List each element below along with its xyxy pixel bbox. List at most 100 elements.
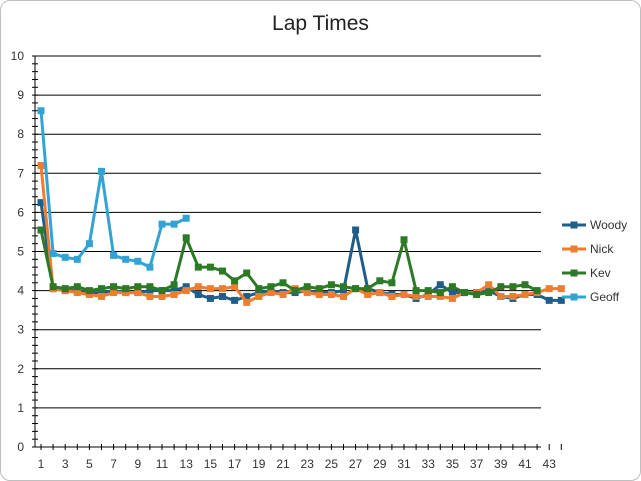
x-tick-label: 17	[228, 457, 242, 471]
data-point-kev	[110, 283, 118, 291]
y-tick-label: 9	[17, 88, 24, 102]
data-point-kev	[424, 287, 432, 295]
x-tick-label: 3	[62, 457, 69, 471]
data-point-woody	[194, 291, 202, 299]
data-point-kev	[340, 283, 347, 291]
data-point-nick	[279, 291, 287, 299]
y-tick-label: 1	[17, 401, 24, 415]
data-point-nick	[73, 289, 81, 297]
x-tick-label: 9	[134, 457, 141, 471]
y-tick-label: 7	[17, 166, 24, 180]
data-point-kev	[485, 289, 493, 297]
data-point-nick	[110, 289, 118, 297]
data-point-kev	[388, 279, 396, 287]
data-point-nick	[388, 292, 396, 300]
data-point-kev	[533, 287, 541, 295]
data-point-kev	[158, 287, 166, 295]
legend-label-geoff: Geoff	[590, 290, 620, 304]
data-point-nick	[327, 291, 335, 299]
data-point-nick	[436, 292, 444, 300]
data-point-nick	[497, 292, 505, 300]
y-tick-label: 0	[17, 440, 24, 454]
data-point-woody	[255, 289, 263, 297]
x-tick-label: 23	[301, 457, 315, 471]
data-point-kev	[267, 283, 275, 291]
data-point-nick	[521, 291, 529, 299]
data-point-woody	[545, 296, 553, 304]
data-point-nick	[509, 292, 517, 300]
x-tick-label: 5	[86, 457, 93, 471]
data-point-nick	[85, 291, 93, 299]
data-point-geoff	[134, 257, 142, 265]
data-point-kev	[61, 285, 69, 293]
y-tick-label: 4	[17, 284, 24, 298]
data-point-geoff	[110, 251, 118, 259]
data-point-kev	[291, 287, 299, 295]
data-point-kev	[497, 283, 505, 291]
data-point-nick	[206, 285, 214, 293]
data-point-nick	[315, 291, 323, 299]
series-layer	[37, 107, 565, 306]
data-point-kev	[436, 289, 444, 297]
data-point-nick	[545, 285, 553, 293]
data-point-geoff	[146, 263, 154, 271]
data-point-nick	[219, 285, 226, 293]
data-point-kev	[73, 283, 81, 291]
data-point-woody	[146, 287, 154, 295]
data-point-kev	[243, 269, 251, 277]
data-point-nick	[557, 285, 565, 293]
x-tick-label: 27	[349, 457, 363, 471]
x-tick-label: 37	[470, 457, 484, 471]
data-point-kev	[400, 236, 408, 244]
legend: Woody Nick Kev Geoff	[562, 218, 627, 304]
data-point-woody	[448, 289, 456, 297]
legend-label-nick: Nick	[590, 242, 614, 256]
x-tick-label: 31	[397, 457, 411, 471]
data-point-nick	[485, 281, 493, 289]
data-point-nick	[122, 289, 130, 297]
data-point-nick	[412, 292, 420, 300]
data-point-woody	[231, 296, 239, 304]
data-point-kev	[509, 283, 517, 291]
x-tick-label: 41	[518, 457, 532, 471]
data-point-nick	[448, 294, 456, 302]
data-point-kev	[170, 281, 178, 289]
data-point-nick	[243, 298, 251, 306]
data-point-kev	[473, 291, 481, 299]
legend-swatch-marker	[570, 221, 578, 229]
x-tick-label: 29	[373, 457, 387, 471]
data-point-kev	[85, 287, 93, 295]
x-tick-label: 19	[252, 457, 266, 471]
series-geoff	[37, 107, 190, 271]
y-tick-label: 3	[17, 323, 24, 337]
data-point-geoff	[85, 240, 93, 248]
data-point-woody	[340, 287, 347, 295]
data-point-woody	[352, 226, 360, 234]
data-point-nick	[146, 292, 154, 300]
x-tick-labels: 1 3 5 7 9 11 13 15 17 19 21 23 25 27 29 31 33 35 37 39 41 43	[38, 457, 557, 471]
data-point-geoff	[61, 253, 69, 261]
chart-title: Lap Times	[272, 12, 369, 35]
data-point-woody	[436, 281, 444, 289]
data-point-kev	[315, 285, 323, 293]
data-point-kev	[461, 289, 468, 297]
data-point-geoff	[98, 167, 105, 175]
y-tick-label: 2	[17, 362, 24, 376]
data-point-woody	[182, 283, 190, 291]
x-tick-label: 39	[494, 457, 508, 471]
data-point-kev	[352, 285, 360, 293]
data-point-kev	[327, 281, 335, 289]
data-point-kev	[521, 281, 529, 289]
data-point-geoff	[73, 255, 81, 263]
data-point-kev	[231, 277, 239, 285]
data-point-kev	[49, 283, 57, 291]
data-point-geoff	[122, 255, 130, 263]
y-tick-label: 10	[11, 49, 25, 63]
legend-label-kev: Kev	[590, 266, 611, 280]
data-point-kev	[364, 285, 372, 293]
data-point-kev	[194, 263, 202, 271]
data-point-woody	[98, 289, 105, 297]
data-point-nick	[194, 283, 202, 291]
